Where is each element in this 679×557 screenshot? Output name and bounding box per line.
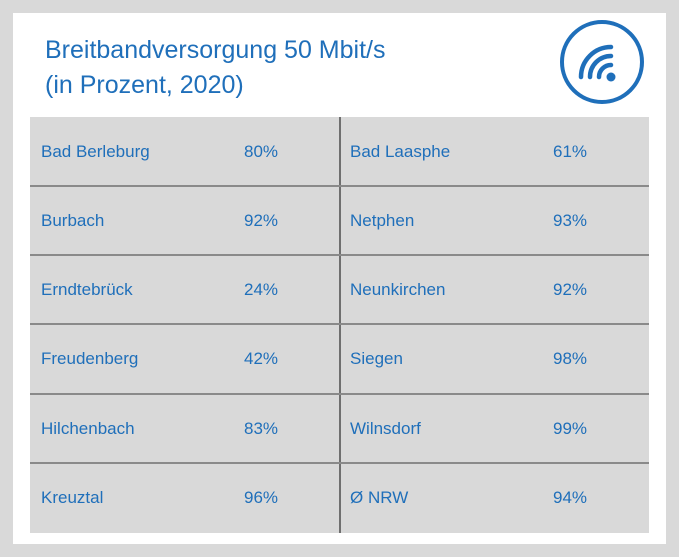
coverage-table: Bad Berleburg 80% Bad Laasphe 61% Burbac…: [30, 117, 649, 533]
municipality-name: Bad Berleburg: [41, 141, 150, 161]
coverage-value: 80%: [244, 141, 279, 161]
page-title: Breitbandversorgung 50 Mbit/s (in Prozen…: [45, 33, 385, 103]
coverage-value: 24%: [244, 279, 279, 299]
coverage-value: 93%: [553, 210, 588, 230]
municipality-name: Bad Laasphe: [350, 141, 451, 161]
coverage-value: 83%: [244, 418, 279, 438]
municipality-name: Burbach: [41, 210, 105, 230]
municipality-name: Ø NRW: [350, 487, 409, 507]
municipality-name: Erndtebrück: [41, 279, 133, 299]
title-line-2: (in Prozent, 2020): [45, 71, 244, 99]
table-row: Bad Berleburg 80% Bad Laasphe 61%: [30, 117, 649, 186]
municipality-name: Hilchenbach: [41, 418, 135, 438]
municipality-name: Neunkirchen: [350, 279, 446, 299]
coverage-value: 98%: [553, 348, 588, 368]
row-divider: [30, 254, 649, 256]
municipality-name: Wilnsdorf: [350, 418, 421, 438]
table-row: Freudenberg 42% Siegen 98%: [30, 324, 649, 393]
infographic-card: Breitbandversorgung 50 Mbit/s (in Prozen…: [13, 13, 666, 544]
wifi-icon: [559, 19, 645, 105]
title-line-1: Breitbandversorgung 50 Mbit/s: [45, 36, 386, 64]
coverage-value: 42%: [244, 348, 279, 368]
municipality-name: Kreuztal: [41, 487, 104, 507]
coverage-value: 92%: [244, 210, 279, 230]
row-divider: [30, 323, 649, 325]
table-row: Kreuztal 96% Ø NRW 94%: [30, 463, 649, 532]
table-row: Erndtebrück 24% Neunkirchen 92%: [30, 255, 649, 324]
row-divider: [30, 393, 649, 395]
column-divider: [339, 117, 341, 533]
municipality-name: Netphen: [350, 210, 415, 230]
row-divider: [30, 185, 649, 187]
coverage-value: 92%: [553, 279, 588, 299]
municipality-name: Siegen: [350, 348, 403, 368]
coverage-value: 99%: [553, 418, 588, 438]
table-row: Hilchenbach 83% Wilnsdorf 99%: [30, 394, 649, 463]
coverage-value: 94%: [553, 487, 588, 507]
municipality-name: Freudenberg: [41, 348, 139, 368]
coverage-value: 96%: [244, 487, 279, 507]
coverage-value: 61%: [553, 141, 588, 161]
table-row: Burbach 92% Netphen 93%: [30, 186, 649, 255]
row-divider: [30, 462, 649, 464]
